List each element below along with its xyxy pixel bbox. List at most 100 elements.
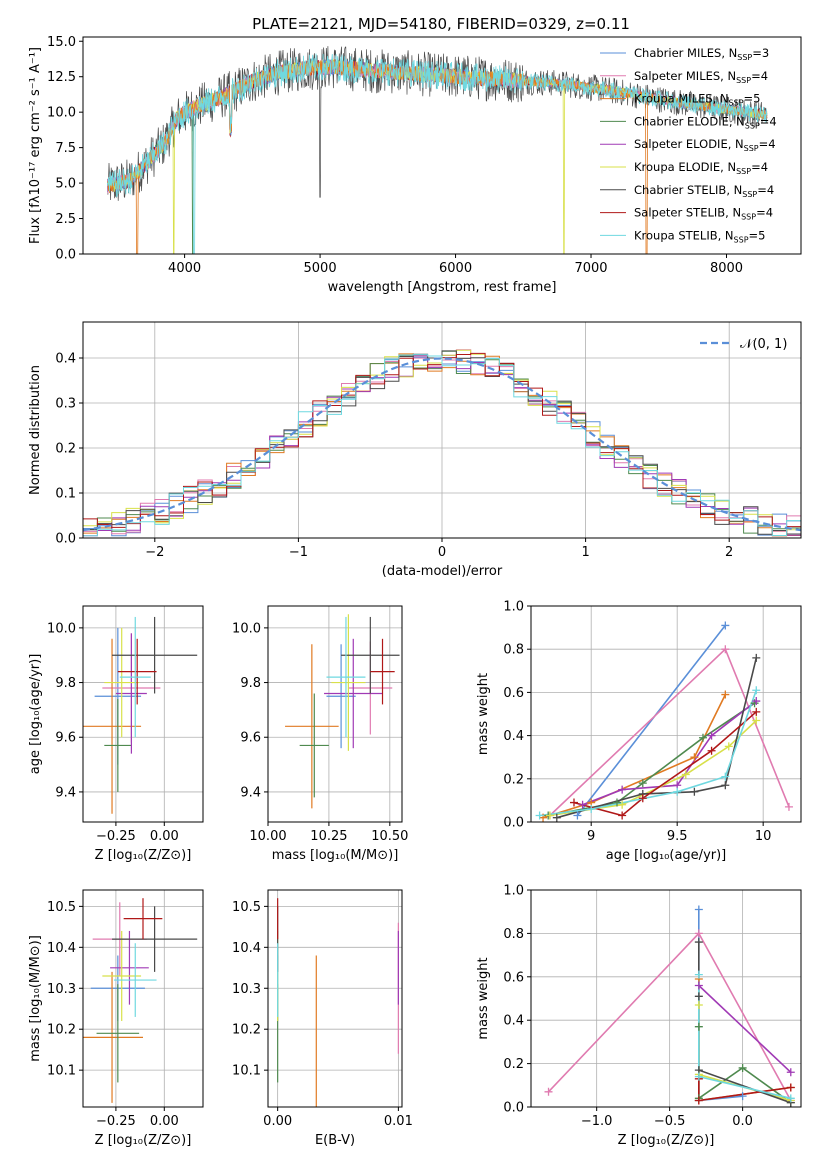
grid-lines bbox=[83, 606, 203, 822]
legend-tail: =5 bbox=[744, 92, 761, 106]
weight-marker bbox=[690, 787, 699, 796]
x-tick-label: 9.5 bbox=[667, 829, 688, 844]
y-tick-label: 9.8 bbox=[55, 676, 76, 691]
x-axis-label: Z [log₁₀(Z/Z⊙)] bbox=[95, 848, 192, 863]
legend-sub: SSP bbox=[729, 99, 744, 108]
weight-marker bbox=[752, 707, 761, 716]
axes-frame bbox=[530, 605, 802, 823]
weight-marker bbox=[694, 1001, 703, 1010]
histogram-step bbox=[83, 350, 801, 535]
grid-lines bbox=[531, 605, 801, 823]
y-tick-label: 0.0 bbox=[503, 1101, 524, 1116]
plot-area bbox=[277, 898, 399, 1107]
axes-frame bbox=[267, 889, 403, 1108]
legend-sub: SSP bbox=[734, 235, 749, 244]
weight-marker bbox=[578, 800, 587, 809]
y-axis-label: Normed distribution bbox=[28, 365, 43, 495]
x-tick-label: 10 bbox=[755, 829, 772, 844]
spectrum-line bbox=[107, 53, 768, 254]
y-axis-label: mass weight bbox=[476, 957, 491, 1039]
plot-area bbox=[83, 898, 198, 1103]
y-tick-label: 9.6 bbox=[55, 731, 76, 746]
y-tick-label: 10.0 bbox=[47, 106, 76, 121]
weight-marker bbox=[784, 802, 793, 811]
y-tick-label: 0.4 bbox=[503, 729, 524, 744]
plot-area bbox=[539, 624, 790, 819]
weight-marker bbox=[535, 811, 544, 820]
grid-lines bbox=[267, 606, 402, 822]
y-tick-label: 0.8 bbox=[503, 927, 524, 942]
y-tick-label: 10.0 bbox=[47, 621, 76, 636]
axes-frame bbox=[82, 36, 802, 255]
weight-marker bbox=[552, 813, 561, 822]
legend-text: Chabrier ELODIE, N bbox=[634, 114, 745, 128]
weight-marker bbox=[752, 653, 761, 662]
panel-mass_vs_Z: −0.25 0.00 10.1 10.2 10.3 10.4 10.5 Z [log₁₀(Z/… bbox=[28, 889, 204, 1148]
legend-tail: =4 bbox=[751, 69, 768, 83]
panel-mass_vs_ebv: 0.00 0.01 10.1 10.2 10.3 10.4 10.5 E(B-V) bbox=[232, 889, 413, 1148]
x-tick-label: 6000 bbox=[439, 261, 472, 276]
grid-lines bbox=[531, 889, 801, 1108]
x-tick-label: 7000 bbox=[574, 261, 607, 276]
legend-sub: SSP bbox=[741, 213, 756, 222]
y-tick-label: 1.0 bbox=[503, 884, 524, 899]
legend-tail: =3 bbox=[752, 46, 769, 60]
weight-marker bbox=[673, 787, 682, 796]
legend-text: Salpeter STELIB, N bbox=[634, 206, 741, 220]
y-tick-label: 10.3 bbox=[232, 982, 261, 997]
weight-marker bbox=[618, 800, 627, 809]
x-tick-label: 0.00 bbox=[150, 829, 179, 844]
legend-entry: 𝒩(0, 1) bbox=[740, 337, 787, 352]
panel-residuals: −2 −1 0 1 2 0.0 0.1 0.2 0.3 0.4 (data-model)/error… bbox=[28, 321, 802, 579]
x-axis-label: age [log₁₀(age/yr)] bbox=[606, 848, 727, 863]
legend-text: Chabrier STELIB, N bbox=[634, 183, 742, 197]
weight-marker bbox=[681, 770, 690, 779]
axes-frame bbox=[82, 605, 204, 823]
grid-lines bbox=[268, 890, 402, 1107]
y-tick-label: 0.4 bbox=[55, 352, 76, 367]
plot-area bbox=[83, 349, 801, 537]
legend-sub: SSP bbox=[744, 144, 759, 153]
legend-sub: SSP bbox=[736, 167, 751, 176]
x-tick-label: 2 bbox=[725, 545, 733, 560]
legend-entry: Salpeter ELODIE, NSSP=4 bbox=[634, 137, 776, 153]
weight-marker bbox=[694, 981, 703, 990]
weight-marker bbox=[752, 697, 761, 706]
legend-entry: Kroupa MILES, NSSP=5 bbox=[634, 92, 760, 108]
x-axis-label: Z [log₁₀(Z/Z⊙)] bbox=[95, 1133, 192, 1148]
y-tick-label: 10.4 bbox=[232, 941, 261, 956]
weight-marker bbox=[618, 785, 627, 794]
axes-frame bbox=[82, 321, 802, 539]
y-tick-label: 10.1 bbox=[232, 1064, 261, 1079]
weight-marker bbox=[694, 992, 703, 1001]
legend-tail: =4 bbox=[756, 206, 773, 220]
y-tick-label: 10.2 bbox=[47, 1023, 76, 1038]
axes-frame bbox=[530, 889, 802, 1108]
x-axis-label: (data-model)/error bbox=[382, 564, 503, 579]
weight-marker bbox=[587, 805, 596, 814]
y-tick-label: 0.4 bbox=[503, 1014, 524, 1029]
y-tick-label: 12.5 bbox=[47, 70, 76, 85]
weight-marker bbox=[698, 733, 707, 742]
panel-weight_vs_Z: −1.0 −0.5 0.0 0.0 0.2 0.4 0.6 0.8 1.0 Z [log₁₀(Z/… bbox=[476, 884, 802, 1148]
weight-marker bbox=[694, 938, 703, 947]
weight-marker bbox=[638, 794, 647, 803]
y-axis-label: mass weight bbox=[476, 673, 491, 755]
y-axis-label: Flux [fλ10⁻¹⁷ erg cm⁻² s⁻¹ A⁻¹] bbox=[28, 47, 43, 244]
legend-entry: Kroupa ELODIE, NSSP=4 bbox=[634, 160, 768, 176]
y-tick-label: 0.0 bbox=[55, 532, 76, 547]
legend-text: Kroupa ELODIE, N bbox=[634, 160, 736, 174]
panel-spectrum: 4000 5000 6000 7000 8000 0.0 2.5 5.0 7.5 10.0 12.5… bbox=[28, 35, 802, 295]
weight-line bbox=[697, 1026, 792, 1104]
weight-marker bbox=[694, 970, 703, 979]
weight-marker bbox=[752, 716, 761, 725]
x-axis-label: wavelength [Angstrom, rest frame] bbox=[328, 280, 557, 295]
x-tick-label: 10.00 bbox=[249, 829, 286, 844]
x-tick-label: −0.5 bbox=[654, 1114, 686, 1129]
weight-marker bbox=[721, 772, 730, 781]
panel-age_vs_Z: −0.25 0.00 9.4 9.6 9.8 10.0 Z [log₁₀(Z/Z⊙)] age… bbox=[28, 605, 204, 863]
y-tick-label: 0.1 bbox=[55, 487, 76, 502]
weight-marker bbox=[544, 1087, 553, 1096]
weight-marker bbox=[694, 929, 703, 938]
